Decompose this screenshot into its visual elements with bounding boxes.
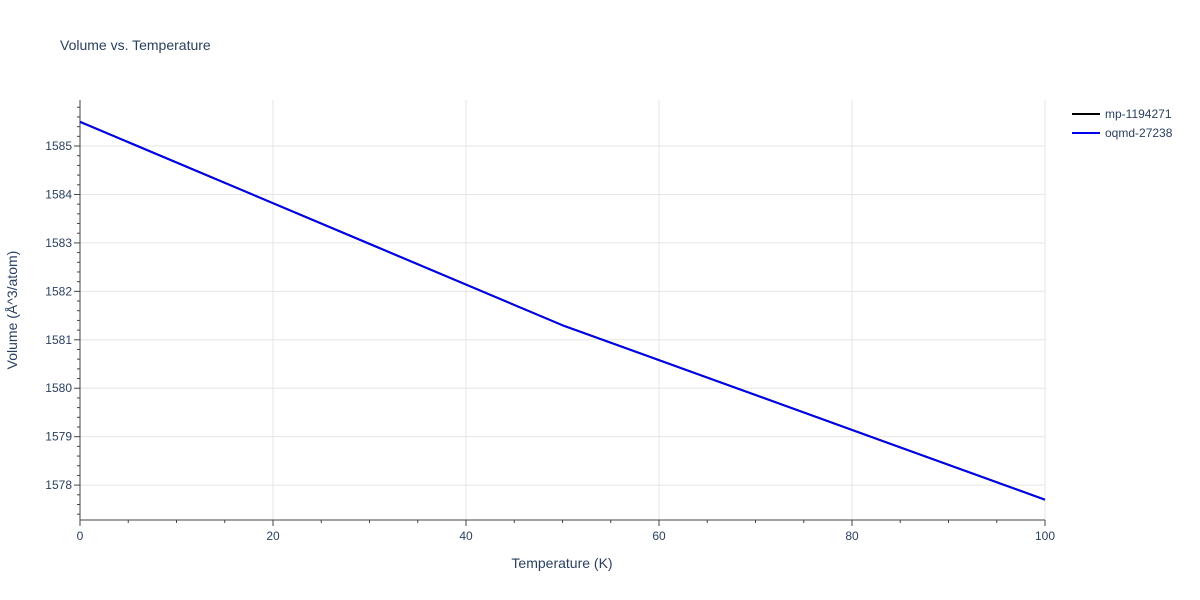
legend-item-oqmd-27238[interactable]: oqmd-27238 (1072, 126, 1173, 140)
x-tick-label: 100 (1035, 529, 1055, 543)
x-tick-label: 20 (266, 529, 280, 543)
legend-item-mp-1194271[interactable]: mp-1194271 (1072, 107, 1172, 121)
x-tick-label: 0 (77, 529, 84, 543)
y-tick-label: 1581 (45, 333, 72, 347)
series-line-oqmd-27238[interactable] (79, 120, 1046, 501)
x-tick-label: 60 (652, 529, 666, 543)
y-tick-label: 1583 (45, 236, 72, 250)
y-tick-label: 1580 (45, 381, 72, 395)
legend-label: mp-1194271 (1105, 107, 1172, 121)
x-tick-label: 40 (459, 529, 473, 543)
y-axis-title: Volume (Å^3/atom) (4, 251, 20, 370)
series-layer (79, 120, 1046, 501)
y-tick-label: 1579 (45, 430, 72, 444)
x-tick-label: 80 (845, 529, 859, 543)
chart-title: Volume vs. Temperature (60, 37, 211, 53)
y-tick-label: 1585 (45, 139, 72, 153)
series-line-mp-1194271[interactable] (79, 120, 1046, 501)
y-tick-label: 1582 (45, 284, 72, 298)
legend[interactable]: mp-1194271 oqmd-27238 (1072, 107, 1173, 140)
axes-layer: 0 20 40 60 80 100 1578 1579 1580 1581 1582 1583 1584… (45, 100, 1055, 543)
grid-layer (79, 100, 1046, 520)
legend-label: oqmd-27238 (1105, 126, 1173, 140)
y-tick-label: 1578 (45, 478, 72, 492)
x-axis-title: Temperature (K) (511, 555, 612, 571)
y-tick-label: 1584 (45, 187, 72, 201)
